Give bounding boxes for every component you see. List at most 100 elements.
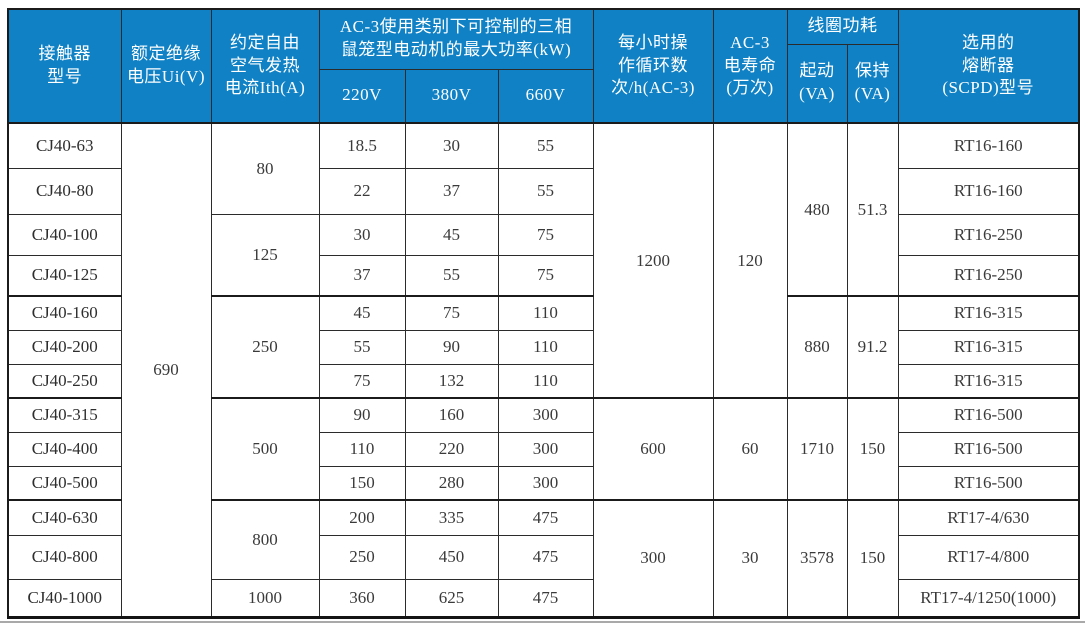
cell-ith: 125 xyxy=(210,213,320,297)
cell-power-660: 300 xyxy=(497,431,594,467)
cell-model: CJ40-80 xyxy=(7,167,122,215)
cell-power-660: 300 xyxy=(497,465,594,501)
table-row: CJ40-100 125 30 45 75 RT16-250 xyxy=(7,213,1080,297)
cell-model: CJ40-160 xyxy=(7,295,122,331)
table-row: CJ40-630 800 200 335 475 300 30 3578 150… xyxy=(7,499,1080,618)
cell-fuse: RT16-315 xyxy=(897,329,1080,365)
header-operating-cycles: 每小时操 作循环数 次/h(AC-3) xyxy=(592,8,714,124)
cell-power-380: 132 xyxy=(404,363,499,399)
table-row: CJ40-80 22 37 55 RT16-160 xyxy=(7,167,1080,215)
cell-cycles: 1200 xyxy=(592,122,714,399)
cell-model: CJ40-200 xyxy=(7,329,122,365)
header-rated-insulation-voltage: 额定绝缘 电压Ui(V) xyxy=(120,8,212,124)
header-voltage-220: 220V xyxy=(318,68,406,124)
cell-power-380: 55 xyxy=(404,254,499,297)
cell-power-660: 75 xyxy=(497,254,594,297)
cell-model: CJ40-800 xyxy=(7,534,122,580)
cell-coil-start: 3578 xyxy=(786,499,848,618)
cell-power-380: 37 xyxy=(404,167,499,215)
bottom-divider xyxy=(0,621,1085,623)
cell-coil-hold: 91.2 xyxy=(846,295,899,399)
header-voltage-380: 380V xyxy=(404,68,499,124)
cell-power-380: 45 xyxy=(404,213,499,256)
table-row: CJ40-250 75 132 110 RT16-315 xyxy=(7,363,1080,399)
cell-model: CJ40-500 xyxy=(7,465,122,501)
cell-coil-hold: 150 xyxy=(846,499,899,618)
cell-life: 120 xyxy=(712,122,788,399)
cell-fuse: RT17-4/1250(1000) xyxy=(897,578,1080,618)
cell-power-380: 75 xyxy=(404,295,499,331)
header-coil-hold: 保持 (VA) xyxy=(846,43,899,124)
cell-fuse: RT16-500 xyxy=(897,465,1080,501)
cell-fuse: RT16-250 xyxy=(897,254,1080,297)
table-row: CJ40-125 37 55 75 RT16-250 xyxy=(7,254,1080,297)
cell-power-220: 110 xyxy=(318,431,406,467)
cell-fuse: RT17-4/800 xyxy=(897,534,1080,580)
cell-model: CJ40-400 xyxy=(7,431,122,467)
cell-fuse: RT16-250 xyxy=(897,213,1080,256)
cell-power-660: 110 xyxy=(497,329,594,365)
cell-fuse: RT17-4/630 xyxy=(897,499,1080,536)
cell-cycles: 600 xyxy=(592,397,714,501)
table-row: CJ40-160 250 45 75 110 880 91.2 RT16-315 xyxy=(7,295,1080,399)
table-row: CJ40-800 250 450 475 RT17-4/800 xyxy=(7,534,1080,580)
cell-ith: 1000 xyxy=(210,578,320,618)
header-coil-power-group: 线圈功耗 xyxy=(786,8,899,45)
cell-power-220: 30 xyxy=(318,213,406,256)
cell-power-660: 475 xyxy=(497,534,594,580)
cell-fuse: RT16-160 xyxy=(897,167,1080,215)
cell-ui-voltage: 690 xyxy=(120,122,212,618)
cell-power-660: 300 xyxy=(497,397,594,433)
cell-power-220: 18.5 xyxy=(318,122,406,169)
cell-model: CJ40-63 xyxy=(7,122,122,169)
cell-ith: 800 xyxy=(210,499,320,580)
header-contactor-model: 接触器 型号 xyxy=(7,8,122,124)
cell-power-380: 335 xyxy=(404,499,499,536)
cell-cycles: 300 xyxy=(592,499,714,618)
table-row: CJ40-315 500 90 160 300 600 60 1710 150 … xyxy=(7,397,1080,501)
cell-power-380: 625 xyxy=(404,578,499,618)
cell-power-380: 450 xyxy=(404,534,499,580)
header-voltage-660: 660V xyxy=(497,68,594,124)
cell-fuse: RT16-500 xyxy=(897,431,1080,467)
cell-ith: 500 xyxy=(210,397,320,501)
cell-power-380: 90 xyxy=(404,329,499,365)
header-coil-start: 起动 (VA) xyxy=(786,43,848,124)
cell-ith: 250 xyxy=(210,295,320,399)
header-max-power-group: AC-3使用类别下可控制的三相 鼠笼型电动机的最大功率(kW) xyxy=(318,8,594,70)
table-row: CJ40-500 150 280 300 RT16-500 xyxy=(7,465,1080,501)
cell-power-220: 45 xyxy=(318,295,406,331)
header-electrical-life: AC-3 电寿命 (万次) xyxy=(712,8,788,124)
cell-coil-start: 880 xyxy=(786,295,848,399)
table-row: CJ40-400 110 220 300 RT16-500 xyxy=(7,431,1080,467)
cell-fuse: RT16-315 xyxy=(897,295,1080,331)
cell-power-220: 360 xyxy=(318,578,406,618)
table-row: CJ40-200 55 90 110 RT16-315 xyxy=(7,329,1080,365)
header-fuse-type: 选用的 熔断器 (SCPD)型号 xyxy=(897,8,1080,124)
table-header: 接触器 型号 额定绝缘 电压Ui(V) 约定自由 空气发热 电流Ith(A) A… xyxy=(7,8,1080,124)
table-row: CJ40-1000 1000 360 625 475 RT17-4/1250(1… xyxy=(7,578,1080,618)
cell-power-380: 220 xyxy=(404,431,499,467)
cell-power-220: 200 xyxy=(318,499,406,536)
header-conventional-thermal-current: 约定自由 空气发热 电流Ith(A) xyxy=(210,8,320,124)
cell-power-380: 160 xyxy=(404,397,499,433)
cell-model: CJ40-630 xyxy=(7,499,122,536)
cell-power-220: 37 xyxy=(318,254,406,297)
cell-model: CJ40-315 xyxy=(7,397,122,433)
cell-ith: 80 xyxy=(210,122,320,215)
cell-fuse: RT16-315 xyxy=(897,363,1080,399)
cell-power-660: 110 xyxy=(497,363,594,399)
cell-power-220: 75 xyxy=(318,363,406,399)
cell-power-660: 475 xyxy=(497,578,594,618)
cell-fuse: RT16-500 xyxy=(897,397,1080,433)
cell-coil-start: 480 xyxy=(786,122,848,297)
cell-life: 60 xyxy=(712,397,788,501)
cell-power-380: 280 xyxy=(404,465,499,501)
contactor-spec-table: 接触器 型号 额定绝缘 电压Ui(V) 约定自由 空气发热 电流Ith(A) A… xyxy=(7,8,1080,619)
cell-power-660: 55 xyxy=(497,167,594,215)
cell-power-660: 110 xyxy=(497,295,594,331)
cell-coil-hold: 150 xyxy=(846,397,899,501)
cell-model: CJ40-250 xyxy=(7,363,122,399)
cell-life: 30 xyxy=(712,499,788,618)
